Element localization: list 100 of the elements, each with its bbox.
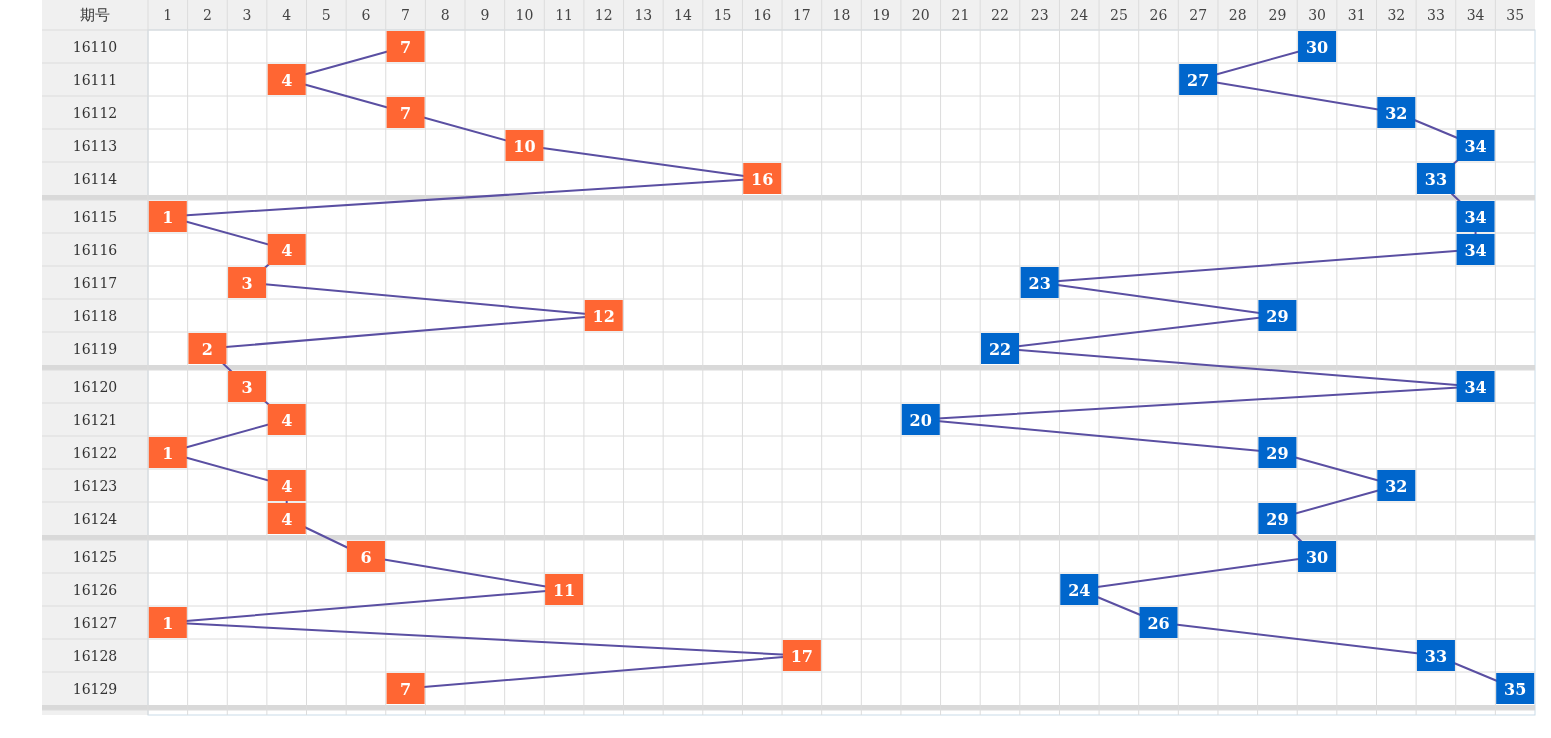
x-tick-label: 20: [911, 7, 930, 23]
y-tick-label: 16118: [72, 307, 118, 324]
data-label: 23: [1028, 273, 1051, 293]
data-label: 4: [281, 410, 293, 430]
data-label: 7: [400, 103, 412, 123]
data-label: 35: [1504, 679, 1527, 699]
data-label: 30: [1305, 547, 1329, 567]
x-tick-label: 28: [1228, 7, 1247, 23]
data-label: 33: [1424, 169, 1448, 189]
x-tick-label: 1: [163, 7, 173, 23]
x-tick-label: 25: [1109, 7, 1128, 23]
x-tick-label: 17: [792, 7, 811, 23]
y-tick-label: 16124: [72, 510, 118, 527]
y-tick-label: 16115: [72, 208, 118, 225]
data-label: 3: [241, 273, 253, 293]
point: [267, 234, 306, 265]
data-label: 7: [400, 37, 412, 57]
point: [267, 470, 306, 501]
x-tick-label: 12: [594, 7, 613, 23]
x-tick-label: 10: [515, 7, 534, 23]
data-label: 2: [201, 339, 214, 359]
y-tick-label: 16128: [72, 647, 118, 664]
point: [267, 64, 306, 95]
data-label: 32: [1385, 476, 1408, 496]
y-tick-label: 16113: [72, 137, 118, 154]
x-tick-label: 6: [361, 7, 371, 23]
point: [148, 607, 187, 638]
x-tick-label: 8: [440, 7, 450, 23]
data-label: 4: [281, 240, 293, 260]
x-tick-label: 35: [1506, 7, 1525, 23]
y-tick-label: 16114: [72, 170, 118, 187]
x-tick-label: 7: [401, 7, 411, 23]
data-label: 16: [751, 169, 774, 189]
x-tick-label: 5: [321, 7, 331, 23]
point: [148, 437, 187, 468]
y-tick-label: 16111: [72, 71, 118, 88]
data-label: 29: [1266, 509, 1289, 529]
x-tick-label: 29: [1268, 7, 1287, 23]
data-label: 30: [1305, 37, 1329, 57]
y-tick-label: 16129: [72, 680, 118, 697]
x-tick-label: 26: [1149, 7, 1168, 23]
x-tick-label: 4: [282, 7, 292, 23]
x-tick-label: 19: [872, 7, 891, 23]
data-label: 4: [281, 509, 293, 529]
y-tick-label: 16119: [72, 340, 118, 357]
x-tick-label: 32: [1387, 7, 1406, 23]
x-tick-label: 27: [1189, 7, 1208, 23]
point: [267, 503, 306, 534]
point: [228, 267, 267, 298]
x-tick-label: 16: [753, 7, 772, 23]
x-tick-label: 3: [242, 7, 252, 23]
data-label: 29: [1266, 306, 1289, 326]
y-tick-label: 16125: [72, 548, 118, 565]
data-label: 34: [1464, 207, 1487, 227]
y-tick-label: 16122: [72, 444, 118, 461]
y-tick-label: 16123: [72, 477, 118, 494]
data-label: 22: [988, 339, 1012, 359]
point: [386, 97, 425, 128]
x-tick-label: 13: [634, 7, 653, 23]
data-label: 1: [162, 443, 174, 463]
y-tick-label: 16126: [72, 581, 118, 598]
data-label: 34: [1464, 136, 1487, 156]
x-tick-label: 21: [951, 7, 970, 23]
x-tick-label: 14: [674, 7, 692, 23]
x-tick-label: 2: [202, 7, 212, 23]
x-tick-label: 18: [832, 7, 851, 23]
point: [386, 31, 425, 62]
data-label: 34: [1464, 240, 1487, 260]
x-tick-label: 15: [713, 7, 732, 23]
data-label: 12: [592, 306, 615, 326]
x-tick-label: 11: [555, 7, 574, 23]
data-label: 1: [162, 207, 174, 227]
y-axis-title: 期号: [80, 6, 110, 24]
data-label: 1: [162, 613, 174, 633]
y-tick-label: 16116: [72, 241, 118, 258]
y-tick-label: 16110: [72, 38, 118, 55]
y-tick-label: 16112: [72, 104, 118, 121]
x-tick-label: 33: [1427, 7, 1445, 23]
y-tick-label: 16120: [72, 378, 118, 395]
x-tick-label: 31: [1347, 7, 1366, 23]
x-tick-label: 24: [1070, 7, 1089, 23]
x-tick-label: 34: [1466, 7, 1485, 23]
y-tick-label: 16117: [72, 274, 118, 291]
data-label: 32: [1385, 103, 1408, 123]
data-label: 3: [241, 377, 253, 397]
data-label: 4: [281, 70, 293, 90]
data-label: 4: [281, 476, 293, 496]
data-label: 33: [1424, 646, 1448, 666]
data-label: 17: [790, 646, 813, 666]
data-label: 11: [552, 580, 576, 600]
data-label: 24: [1068, 580, 1091, 600]
data-label: 34: [1464, 377, 1487, 397]
x-tick-label: 22: [991, 7, 1009, 23]
point: [386, 673, 425, 704]
data-label: 10: [513, 136, 536, 156]
y-tick-label: 16127: [72, 614, 118, 631]
data-label: 27: [1187, 70, 1210, 90]
point: [148, 201, 187, 232]
x-tick-label: 23: [1030, 7, 1049, 23]
data-label: 26: [1147, 613, 1170, 633]
